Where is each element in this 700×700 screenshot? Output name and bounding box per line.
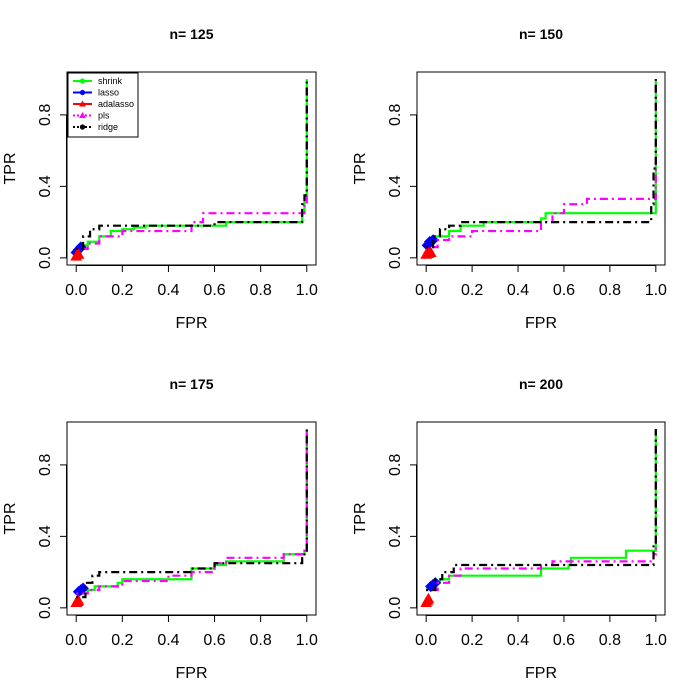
x-tick-label: 0.0 [415, 282, 437, 299]
series-ridge [76, 429, 308, 599]
series-line-ridge [426, 429, 657, 592]
legend-marker-pls [79, 112, 86, 118]
point-adalasso [72, 594, 85, 606]
x-tick-label: 0.4 [157, 282, 179, 299]
series-ridge [76, 79, 308, 251]
point-adalasso [72, 248, 85, 259]
series-pls [426, 79, 657, 249]
panel-1: n= 125 0.0 0.2 0.4 0.6 0.8 1.0 0.0 0.4 0.8 FPR TPR s… [2, 26, 318, 332]
legend-marker-ridge [79, 124, 86, 130]
x-tick-label: 1.0 [296, 632, 318, 649]
panel-title: n= 150 [519, 26, 563, 42]
y-tick-label: 0.4 [37, 525, 54, 547]
y-tick-label: 0.8 [387, 104, 404, 126]
y-tick-label: 0.0 [37, 247, 54, 269]
series-adalasso [420, 592, 435, 607]
series-adalasso [420, 246, 437, 259]
y-tick-label: 0.4 [387, 175, 404, 197]
y-axis-label: TPR [352, 503, 369, 535]
legend-label-adalasso: adalasso [98, 99, 134, 109]
panel-3: n= 175 0.0 0.2 0.4 0.6 0.8 1.0 0.0 0.4 0.8 FPR TPR [2, 376, 318, 682]
y-axis-label: TPR [352, 153, 369, 185]
series-shrink [76, 429, 308, 595]
x-tick-label: 1.0 [645, 632, 667, 649]
series-shrink [426, 79, 657, 245]
x-tick-label: 0.6 [203, 282, 225, 299]
x-tick-label: 0.2 [111, 282, 133, 299]
x-axis-label: FPR [525, 315, 557, 332]
plot-frame [416, 421, 666, 616]
series-line-pls [76, 429, 308, 595]
x-tick-label: 0.4 [157, 632, 179, 649]
series-pls [76, 429, 308, 595]
series-ridge [426, 429, 657, 592]
plot-frame [416, 71, 666, 266]
y-tick-label: 0.0 [387, 597, 404, 619]
series-line-shrink [76, 429, 308, 595]
y-tick-label: 0.0 [37, 597, 54, 619]
legend-marker-lasso [79, 89, 86, 96]
legend-label-pls: pls [98, 111, 110, 121]
x-axis-label: FPR [525, 665, 557, 682]
series-line-ridge [426, 79, 657, 249]
x-axis-label: FPR [176, 315, 208, 332]
panel-title: n= 175 [170, 376, 214, 392]
series-line-shrink [426, 79, 657, 245]
y-tick-label: 0.8 [37, 454, 54, 476]
series-adalasso [70, 248, 85, 261]
x-tick-label: 0.8 [250, 632, 272, 649]
x-tick-label: 0.4 [507, 282, 529, 299]
x-tick-label: 0.8 [599, 632, 621, 649]
legend-label-shrink: shrink [98, 76, 123, 86]
series-ridge [426, 79, 657, 249]
panel-title: n= 125 [170, 26, 214, 42]
panel-title: n= 200 [519, 376, 563, 392]
legend-label-lasso: lasso [98, 88, 119, 98]
y-tick-label: 0.4 [37, 175, 54, 197]
series-line-ridge [76, 79, 308, 251]
legend-label-ridge: ridge [98, 122, 118, 132]
series-line-pls [426, 79, 657, 249]
x-axis-label: FPR [176, 665, 208, 682]
x-tick-label: 0.8 [599, 282, 621, 299]
x-tick-label: 0.2 [111, 632, 133, 649]
panel-4: n= 200 0.0 0.2 0.4 0.6 0.8 1.0 0.0 0.4 0.8 FPR TPR [352, 376, 667, 682]
x-tick-label: 0.8 [250, 282, 272, 299]
x-tick-label: 0.2 [461, 632, 483, 649]
x-tick-label: 0.0 [65, 632, 87, 649]
legend-marker-adalasso [79, 100, 86, 107]
series-line-pls [76, 79, 308, 251]
x-tick-label: 1.0 [296, 282, 318, 299]
x-tick-label: 0.6 [553, 282, 575, 299]
x-tick-label: 0.0 [65, 282, 87, 299]
y-tick-label: 0.0 [387, 247, 404, 269]
x-tick-label: 0.0 [415, 632, 437, 649]
y-axis-label: TPR [2, 153, 19, 185]
x-tick-label: 0.6 [553, 632, 575, 649]
y-tick-label: 0.8 [387, 454, 404, 476]
x-tick-label: 0.6 [203, 632, 225, 649]
y-tick-label: 0.4 [387, 525, 404, 547]
series-adalasso [70, 594, 85, 607]
x-tick-label: 0.2 [461, 282, 483, 299]
point-adalasso [422, 592, 435, 604]
series-line-ridge [76, 429, 308, 599]
series-pls [76, 79, 308, 251]
x-tick-label: 0.4 [507, 632, 529, 649]
x-tick-label: 1.0 [645, 282, 667, 299]
panel-2: n= 150 0.0 0.2 0.4 0.6 0.8 1.0 0.0 0.4 0.8 FPR TPR [352, 26, 667, 332]
legend-marker-shrink [79, 78, 86, 84]
y-axis-label: TPR [2, 503, 19, 535]
point-adalasso [424, 246, 437, 257]
y-tick-label: 0.8 [37, 104, 54, 126]
